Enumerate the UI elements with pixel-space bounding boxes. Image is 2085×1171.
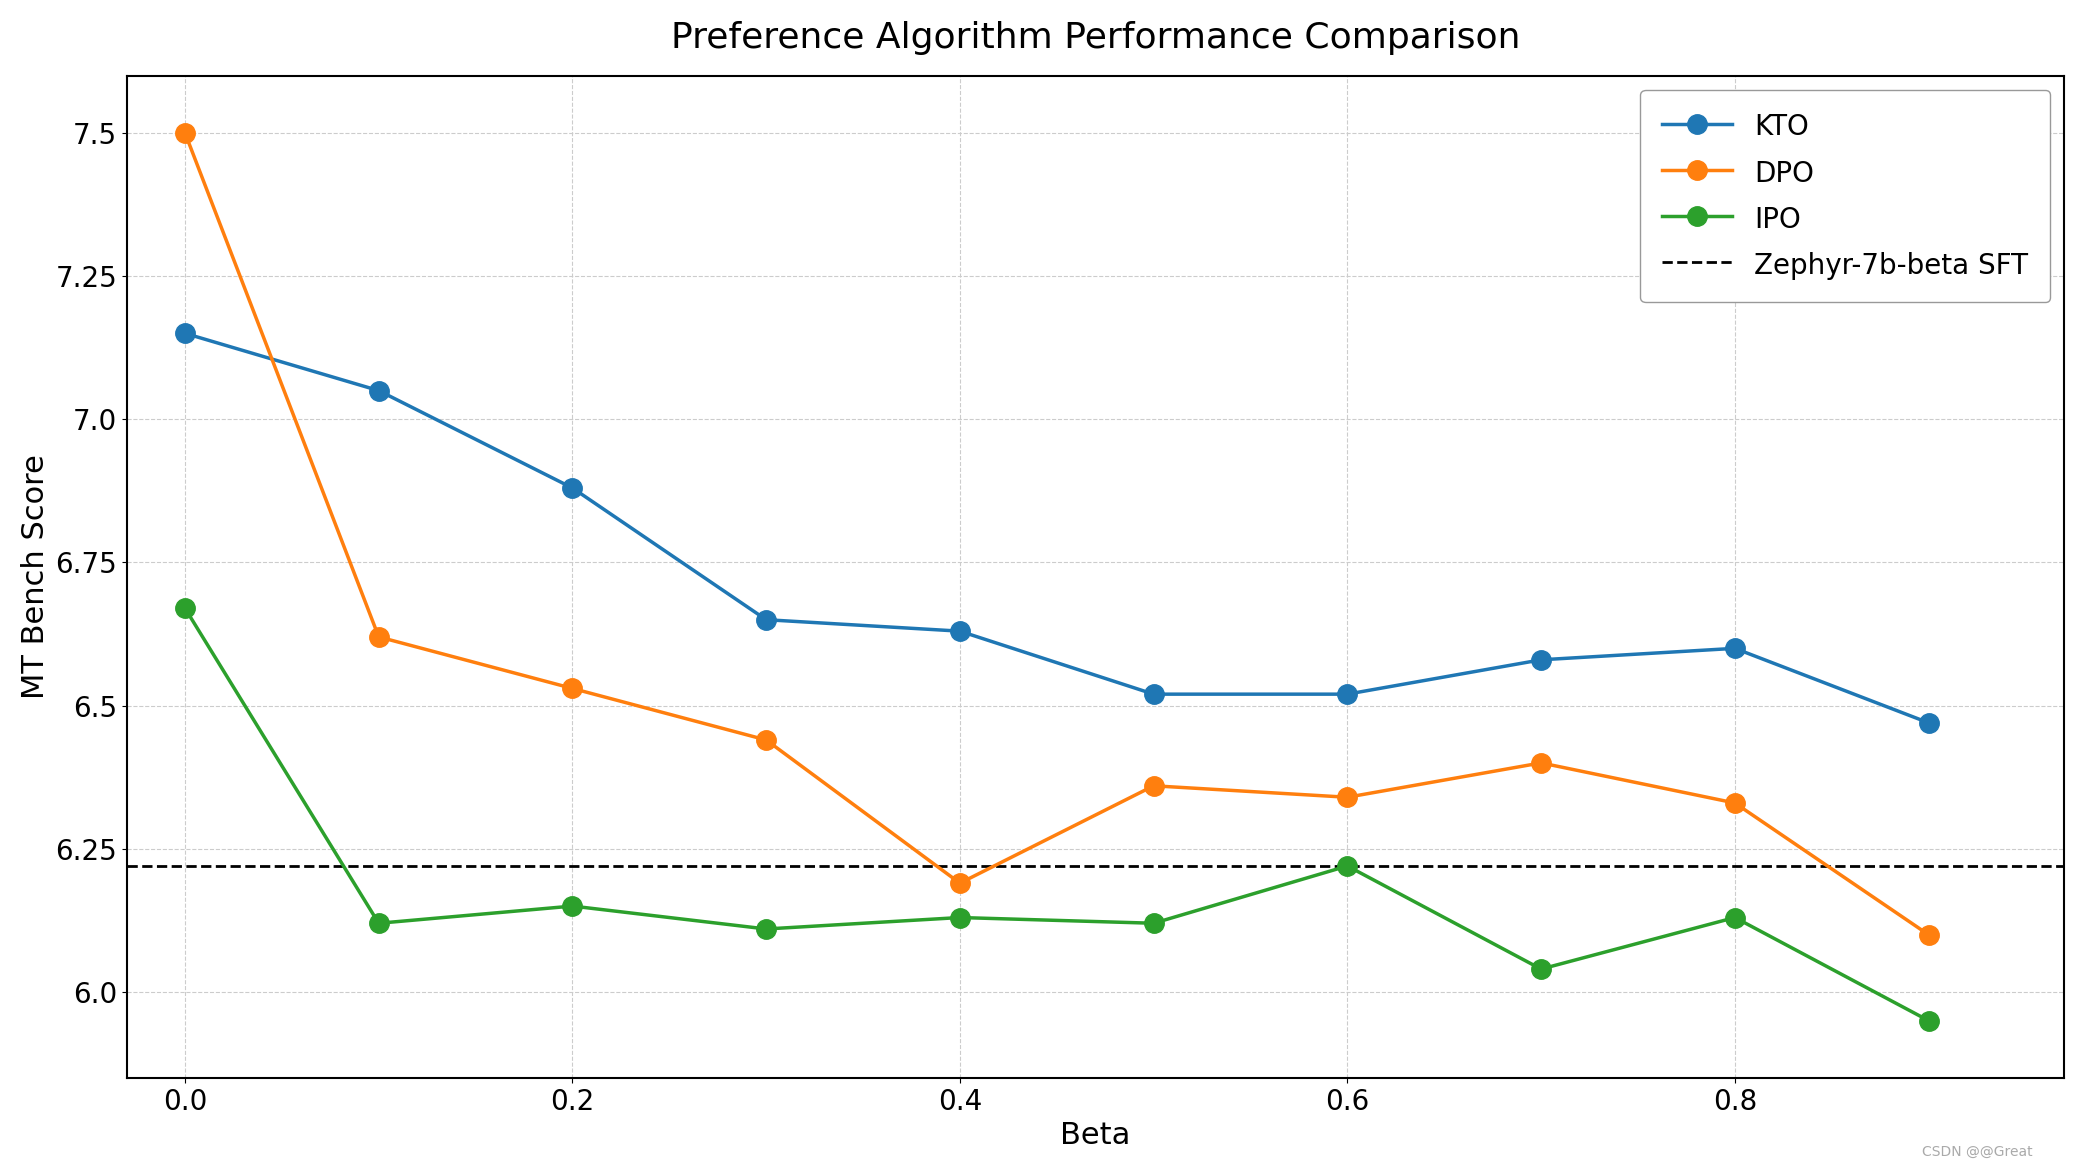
- DPO: [367, 630, 392, 644]
- DPO: [1528, 755, 1553, 769]
- Legend: KTO, DPO, IPO, Zephyr-7b-beta SFT: KTO, DPO, IPO, Zephyr-7b-beta SFT: [1641, 89, 2050, 302]
- KTO: [1528, 652, 1553, 666]
- IPO: [753, 922, 778, 936]
- KTO: [367, 384, 392, 398]
- IPO: [1722, 911, 1747, 925]
- DPO: [1140, 779, 1166, 793]
- KTO: [1722, 642, 1747, 656]
- Title: Preference Algorithm Performance Comparison: Preference Algorithm Performance Compari…: [671, 21, 1520, 55]
- KTO: [947, 624, 972, 638]
- DPO: [173, 125, 198, 139]
- KTO: [1334, 687, 1359, 701]
- IPO: [367, 916, 392, 930]
- KTO: [173, 327, 198, 341]
- IPO: [173, 601, 198, 615]
- Text: CSDN @@Great: CSDN @@Great: [1922, 1145, 2033, 1159]
- DPO: [561, 682, 586, 696]
- IPO: [1334, 860, 1359, 874]
- DPO: [1334, 790, 1359, 804]
- Y-axis label: MT Bench Score: MT Bench Score: [21, 454, 50, 699]
- DPO: [1722, 796, 1747, 810]
- Line: IPO: IPO: [175, 598, 1939, 1030]
- IPO: [1528, 963, 1553, 977]
- KTO: [561, 481, 586, 495]
- KTO: [1140, 687, 1166, 701]
- KTO: [1916, 715, 1941, 730]
- IPO: [947, 911, 972, 925]
- X-axis label: Beta: Beta: [1061, 1121, 1130, 1150]
- IPO: [1140, 916, 1166, 930]
- IPO: [1916, 1014, 1941, 1028]
- DPO: [947, 876, 972, 890]
- IPO: [561, 899, 586, 913]
- KTO: [753, 612, 778, 626]
- DPO: [1916, 927, 1941, 941]
- DPO: [753, 733, 778, 747]
- Line: KTO: KTO: [175, 323, 1939, 733]
- Line: DPO: DPO: [175, 123, 1939, 945]
